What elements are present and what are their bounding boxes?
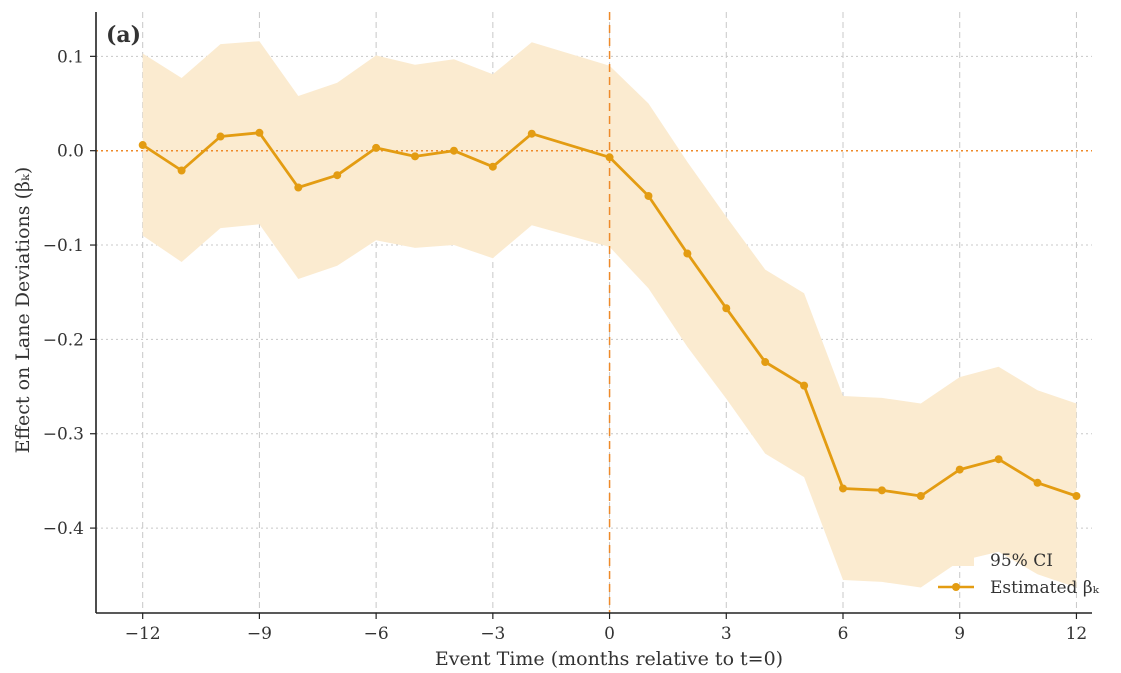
- confidence-band-layer: [142, 41, 1077, 588]
- estimate-point: [955, 465, 964, 474]
- estimate-point: [138, 141, 147, 150]
- estimate-point: [333, 171, 342, 180]
- y-tick-label: 0.1: [57, 47, 84, 67]
- legend-estimate-marker: [952, 583, 960, 591]
- axes: [90, 12, 1092, 619]
- estimate-point: [1072, 492, 1081, 501]
- y-tick-label: 0.0: [57, 142, 84, 162]
- legend-ci-label: 95% CI: [990, 551, 1053, 571]
- estimate-point: [683, 249, 692, 258]
- x-tick-label: −6: [364, 624, 389, 644]
- estimate-point: [255, 128, 264, 137]
- estimate-point: [527, 129, 536, 138]
- y-tick-label: −0.4: [43, 519, 84, 539]
- estimate-point: [449, 146, 458, 155]
- estimate-point: [994, 455, 1003, 464]
- x-tick-label: −12: [125, 624, 161, 644]
- estimate-point: [644, 191, 653, 200]
- estimate-point: [800, 381, 809, 390]
- ci-band: [142, 41, 1077, 588]
- y-tick-labels: 0.1 0.0 −0.1 −0.2 −0.3 −0.4: [43, 47, 84, 539]
- x-tick-label: 6: [838, 624, 849, 644]
- x-tick-label: 9: [954, 624, 965, 644]
- y-tick-label: −0.2: [43, 330, 84, 350]
- estimate-point: [216, 132, 225, 141]
- x-tick-labels: −12 −9 −6 −3 0 3 6 9 12: [125, 624, 1088, 644]
- estimate-point: [411, 152, 420, 161]
- estimate-point: [761, 358, 770, 367]
- estimate-point: [177, 166, 186, 175]
- y-axis-title: Effect on Lane Deviations (βₖ): [12, 167, 34, 454]
- legend-ci-swatch: [938, 551, 974, 566]
- legend-estimate-label: Estimated βₖ: [990, 578, 1100, 598]
- reference-lines: [96, 12, 1092, 613]
- x-tick-label: −9: [247, 624, 272, 644]
- estimate-point: [1033, 478, 1042, 487]
- legend: 95% CI Estimated βₖ: [938, 551, 1100, 598]
- estimate-point: [372, 143, 381, 152]
- estimate-point: [605, 153, 614, 162]
- estimate-point: [722, 304, 731, 313]
- x-tick-label: 3: [721, 624, 732, 644]
- panel-label: (a): [106, 22, 141, 48]
- estimate-line-layer: [138, 128, 1081, 501]
- estimate-point: [488, 162, 497, 171]
- estimate-line: [141, 131, 1077, 498]
- x-tick-label: 12: [1066, 624, 1088, 644]
- y-tick-label: −0.3: [43, 425, 84, 445]
- x-tick-label: −3: [480, 624, 505, 644]
- estimate-point: [877, 486, 886, 495]
- x-tick-label: 0: [604, 624, 615, 644]
- y-tick-label: −0.1: [43, 236, 84, 256]
- estimate-point: [839, 484, 847, 493]
- estimate-point: [916, 492, 925, 501]
- estimate-point: [294, 183, 303, 192]
- x-axis-title: Event Time (months relative to t=0): [435, 648, 783, 670]
